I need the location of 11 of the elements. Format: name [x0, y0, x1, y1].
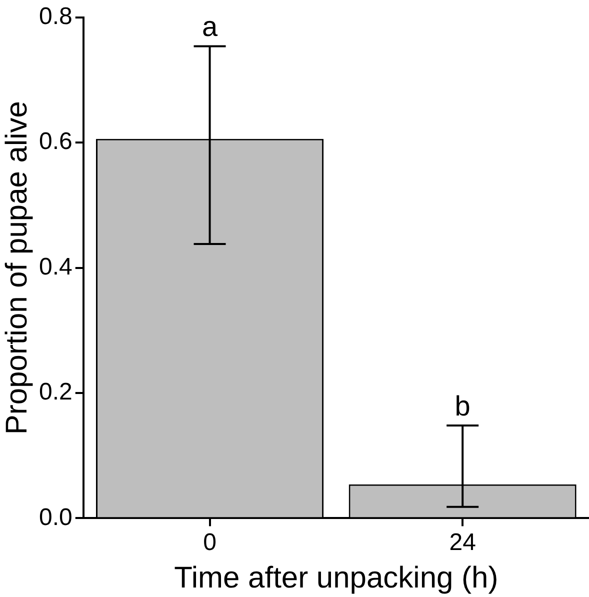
- x-tick-label: 0: [203, 529, 216, 556]
- y-tick-label: 0.4: [38, 253, 72, 280]
- x-tick-label: 24: [449, 529, 476, 556]
- y-axis-title: Proportion of pupae alive: [0, 101, 34, 435]
- y-tick-label: 0.8: [38, 3, 72, 30]
- y-tick-label: 0.0: [38, 504, 72, 531]
- y-tick-label: 0.2: [38, 378, 72, 406]
- annotation: a: [202, 10, 218, 42]
- y-tick-label: 0.6: [38, 128, 72, 156]
- annotation: b: [454, 390, 470, 422]
- x-axis-title: Time after unpacking (h): [174, 561, 498, 594]
